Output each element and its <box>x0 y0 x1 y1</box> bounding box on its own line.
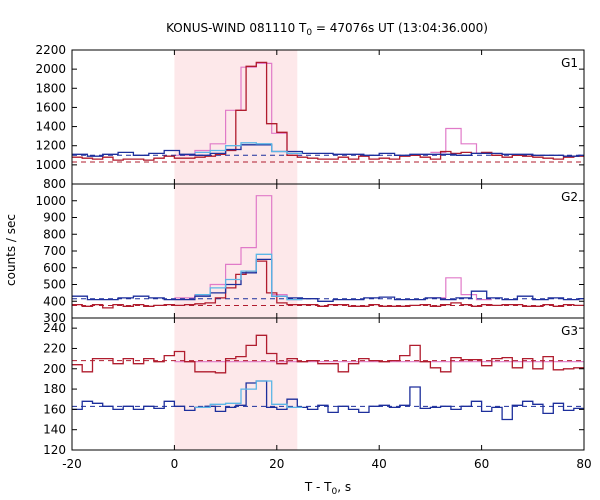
x-tick-label: 40 <box>372 457 387 471</box>
panel-label: G2 <box>561 190 578 204</box>
y-tick-label: 400 <box>43 294 66 308</box>
y-tick-label: 500 <box>43 278 66 292</box>
y-tick-label: 1200 <box>35 139 66 153</box>
chart-title-main: KONUS-WIND 081110 T <box>166 21 307 35</box>
chart-title: KONUS-WIND 081110 T0 = 47076s UT (13:04:… <box>166 21 488 38</box>
panel-label: G3 <box>561 324 578 338</box>
pink-series-late <box>430 127 492 154</box>
cyan-series <box>194 253 303 301</box>
x-axis-label-rest: , s <box>337 480 351 494</box>
x-tick-label: -20 <box>62 457 82 471</box>
x-tick-label: 0 <box>171 457 179 471</box>
y-tick-label: 2000 <box>35 62 66 76</box>
y-tick-label: 220 <box>43 341 66 355</box>
pink-series <box>174 62 303 156</box>
y-tick-label: 2200 <box>35 43 66 57</box>
x-axis-label: T - T0, s <box>304 480 351 497</box>
y-tick-label: 160 <box>43 402 66 416</box>
y-tick-label: 1000 <box>35 158 66 172</box>
y-tick-label: 1800 <box>35 81 66 95</box>
panel-g2: 300 400 500 600 700 800 900 1000 G2 <box>35 183 585 325</box>
panel-g1: 800 1000 1200 1400 1600 1800 2000 2200 G1 <box>35 43 585 191</box>
chart-title-rest: = 47076s UT (13:04:36.000) <box>312 21 488 35</box>
panel-frame <box>71 317 585 451</box>
blue-series <box>72 380 584 421</box>
y-tick-label: 900 <box>43 211 66 225</box>
cyan-series <box>194 142 303 155</box>
y-tick-label: 240 <box>43 321 66 335</box>
red-series <box>72 61 584 161</box>
y-tick-label: 1000 <box>35 194 66 208</box>
chart-title-subscript: 0 <box>306 28 312 38</box>
x-tick-label: 80 <box>576 457 591 471</box>
y-tick-label: 800 <box>43 227 66 241</box>
y-tick-label: 140 <box>43 423 66 437</box>
x-axis-label-subscript: 0 <box>332 487 338 497</box>
y-tick-label: 700 <box>43 244 66 258</box>
x-axis-label-main: T - T <box>304 480 332 494</box>
x-tick-label: 20 <box>269 457 284 471</box>
y-axis-label: counts / sec <box>4 214 18 286</box>
blue-series <box>72 144 584 157</box>
panel-label: G1 <box>561 56 578 70</box>
panel-frame <box>71 49 585 185</box>
y-tick-label: 200 <box>43 362 66 376</box>
panel-g3: 120 140 160 180 200 220 240 G3 <box>43 317 585 457</box>
highlight-interval <box>174 318 298 450</box>
cyan-series <box>194 380 303 409</box>
y-tick-label: 1400 <box>35 120 66 134</box>
y-tick-label: 180 <box>43 382 66 396</box>
panels-group: 8001000120014001600180020002200G13004005… <box>35 43 591 471</box>
red-series <box>72 334 584 374</box>
pink-series-late <box>430 277 492 301</box>
y-tick-label: 800 <box>43 177 66 191</box>
blue-series <box>72 258 584 302</box>
red-series <box>72 260 584 309</box>
y-tick-label: 120 <box>43 443 66 457</box>
y-tick-label: 600 <box>43 261 66 275</box>
x-tick-label: 60 <box>474 457 489 471</box>
y-tick-label: 300 <box>43 311 66 325</box>
y-tick-label: 1600 <box>35 100 66 114</box>
